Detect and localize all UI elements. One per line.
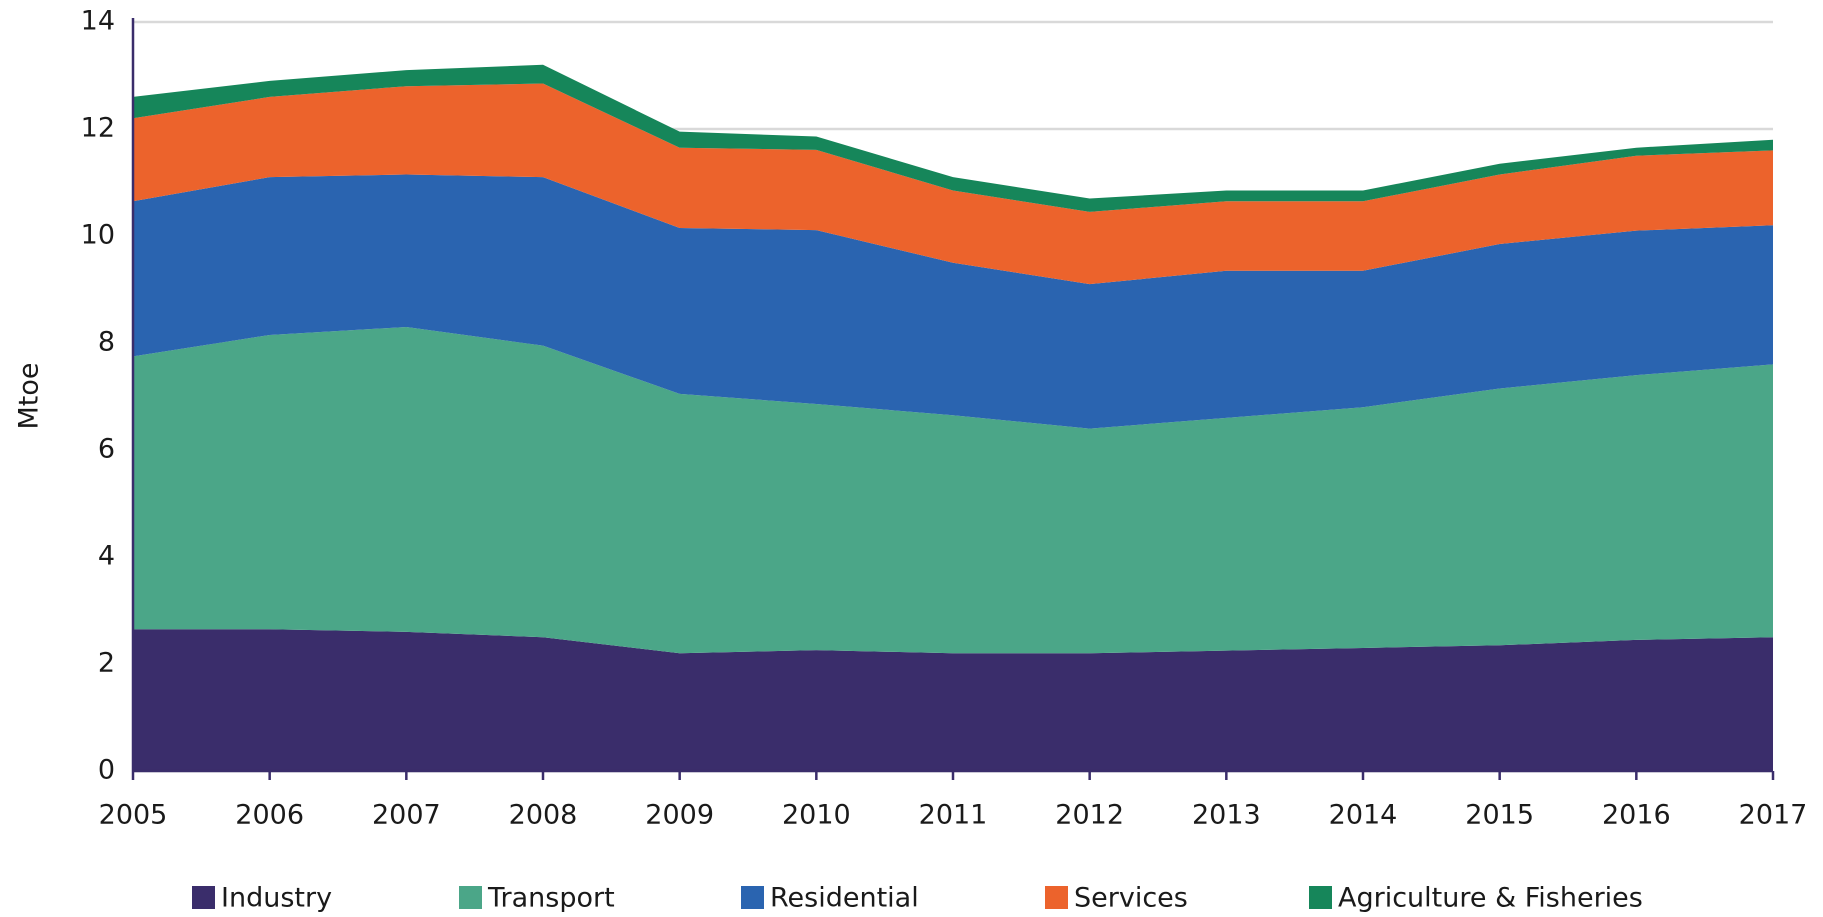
x-tick-label: 2012	[1055, 800, 1124, 831]
legend-swatch	[459, 886, 482, 909]
x-tick-label: 2008	[509, 800, 578, 831]
legend-swatch	[192, 886, 215, 909]
y-tick-label: 12	[81, 113, 115, 144]
legend-swatch	[1045, 886, 1068, 909]
y-tick-label: 6	[98, 434, 115, 465]
area	[133, 64, 1773, 212]
y-tick-label: 10	[81, 220, 115, 251]
legend-label: Agriculture & Fisheries	[1338, 883, 1643, 914]
area	[133, 83, 1773, 285]
y-tick-label: 2	[98, 648, 115, 679]
y-tick-label: 4	[98, 541, 115, 572]
x-tick-label: 2006	[235, 800, 304, 831]
x-tick-label: 2011	[919, 800, 988, 831]
legend-label: Transport	[487, 883, 615, 914]
area	[133, 174, 1773, 429]
x-tick-label: 2017	[1739, 800, 1808, 831]
legend-label: Services	[1074, 883, 1188, 914]
x-tick-label: 2013	[1192, 800, 1261, 831]
legend-swatch	[1309, 886, 1332, 909]
y-tick-label: 8	[98, 327, 115, 358]
x-tick-label: 2009	[645, 800, 714, 831]
legend-swatch	[741, 886, 764, 909]
area	[133, 629, 1773, 771]
y-tick-label: 14	[81, 6, 115, 37]
area	[133, 326, 1773, 654]
x-tick-label: 2010	[782, 800, 851, 831]
x-tick-label: 2016	[1602, 800, 1671, 831]
x-tick-label: 2014	[1329, 800, 1398, 831]
x-tick-label: 2015	[1465, 800, 1534, 831]
x-tick-label: 2005	[99, 800, 168, 831]
legend-label: Industry	[221, 883, 332, 914]
x-tick-label: 2007	[372, 800, 441, 831]
y-tick-label: 0	[98, 755, 115, 786]
legend-label: Residential	[770, 883, 919, 914]
y-axis-label: Mtoe	[14, 362, 45, 429]
